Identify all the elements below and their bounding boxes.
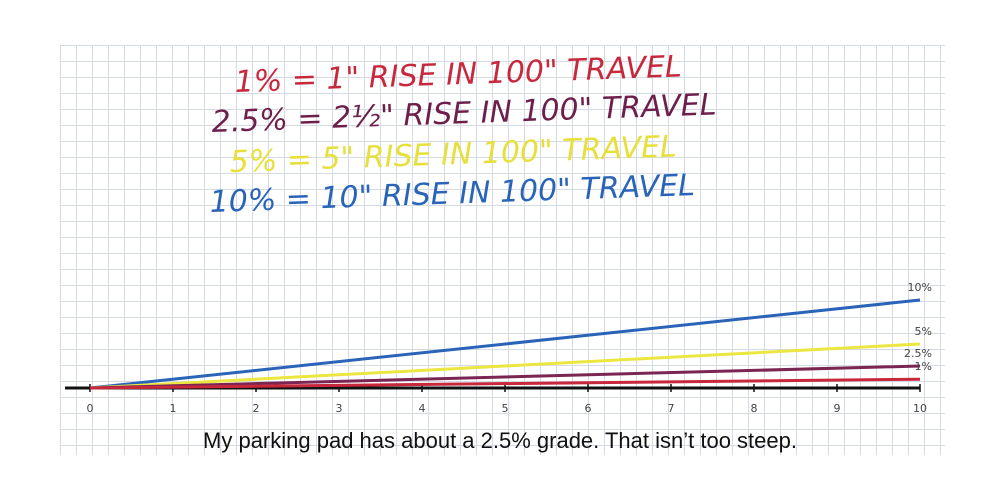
series-label: 5% — [915, 325, 932, 338]
x-tick-label: 8 — [751, 402, 758, 415]
x-tick-label: 5 — [502, 402, 509, 415]
x-tick-label: 6 — [585, 402, 592, 415]
series-line — [89, 342, 921, 390]
x-tick-label: 7 — [668, 402, 675, 415]
series-line — [89, 364, 921, 390]
x-tick-label: 9 — [834, 402, 841, 415]
series-label: 1% — [915, 360, 932, 373]
series-line — [89, 298, 921, 390]
x-tick-label: 3 — [336, 402, 343, 415]
series-line — [89, 377, 921, 390]
x-tick-label: 10 — [913, 402, 927, 415]
x-tick-label: 4 — [419, 402, 426, 415]
series-label: 2.5% — [904, 347, 932, 360]
x-tick-label: 1 — [170, 402, 177, 415]
caption: My parking pad has about a 2.5% grade. T… — [203, 428, 797, 453]
series-label: 10% — [908, 281, 932, 294]
x-tick-label: 2 — [253, 402, 260, 415]
x-tick-label: 0 — [87, 402, 94, 415]
